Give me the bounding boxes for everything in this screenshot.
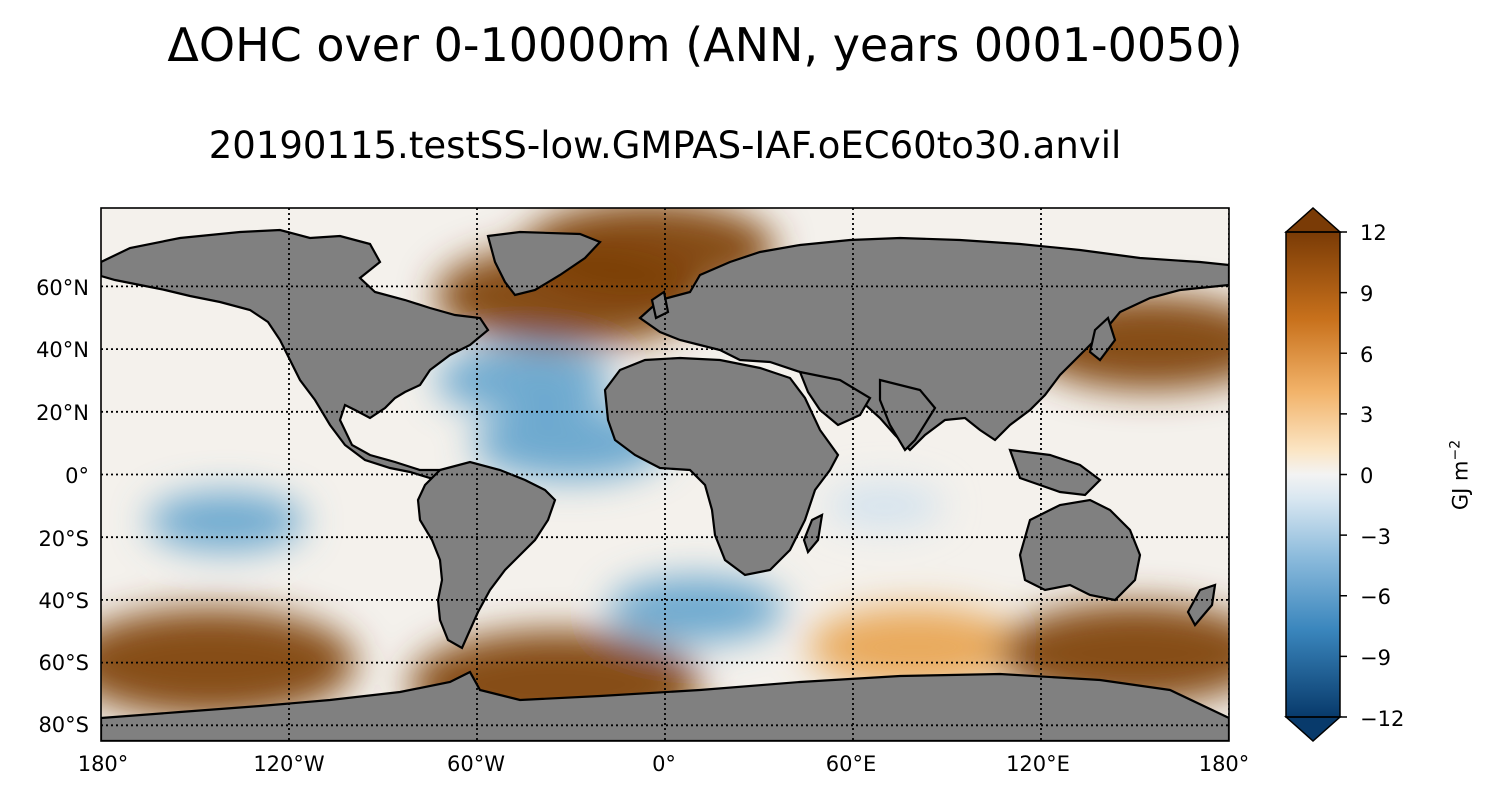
ohc-field bbox=[101, 208, 1229, 741]
lat-tick: 0° bbox=[65, 464, 89, 488]
uk bbox=[650, 290, 670, 320]
anomaly-region bbox=[825, 483, 944, 529]
lon-tick: 60°E bbox=[825, 752, 877, 776]
madagascar bbox=[802, 513, 824, 555]
lat-tick: 60°N bbox=[36, 276, 89, 300]
colorbar-tick: −9 bbox=[1360, 646, 1391, 670]
lon-tick: 120°E bbox=[1006, 752, 1070, 776]
new-zealand bbox=[1186, 583, 1217, 627]
anomaly-region bbox=[608, 576, 785, 643]
lon-tick: 60°W bbox=[447, 752, 505, 776]
australia bbox=[1018, 498, 1142, 602]
greenland bbox=[486, 230, 602, 297]
colorbar-extend-max bbox=[1284, 206, 1342, 233]
colorbar-gradient bbox=[1286, 232, 1340, 717]
anomaly-region bbox=[147, 492, 305, 551]
lon-tick: 120°W bbox=[253, 752, 325, 776]
antarctica bbox=[101, 670, 1229, 741]
lat-tick: 20°N bbox=[36, 401, 89, 425]
anomaly-region bbox=[436, 347, 612, 414]
lat-tick: 60°S bbox=[38, 651, 89, 675]
colorbar-extend-min bbox=[1284, 716, 1342, 743]
lon-tick: 180° bbox=[1198, 752, 1250, 776]
lon-tick: 180° bbox=[77, 752, 129, 776]
colorbar-tick: 6 bbox=[1360, 343, 1374, 367]
se-asia-islands bbox=[1008, 448, 1102, 497]
colorbar-unit-label: GJ m−2 bbox=[1447, 439, 1473, 511]
map-frame bbox=[100, 207, 1230, 742]
lat-tick: 40°N bbox=[36, 338, 89, 362]
india bbox=[878, 378, 937, 452]
colorbar-tick: −3 bbox=[1360, 525, 1391, 549]
lat-tick: 20°S bbox=[38, 527, 89, 551]
land-masses bbox=[101, 228, 1229, 741]
colorbar-tick: −6 bbox=[1360, 585, 1391, 609]
colorbar-tick: −12 bbox=[1360, 707, 1405, 731]
colorbar bbox=[1284, 206, 1347, 743]
figure-title: ΔOHC over 0-10000m (ANN, years 0001-0050… bbox=[167, 18, 1243, 72]
colorbar-tick: 9 bbox=[1360, 282, 1374, 306]
lat-tick: 40°S bbox=[38, 589, 89, 613]
gridlines bbox=[101, 208, 1229, 741]
lon-tick: 0° bbox=[652, 752, 676, 776]
figure-subtitle: 20190115.testSS-low.GMPAS-IAF.oEC60to30.… bbox=[208, 124, 1122, 167]
south-america bbox=[416, 460, 557, 650]
lat-tick: 80°S bbox=[38, 713, 89, 737]
colorbar-tick: 12 bbox=[1360, 221, 1387, 245]
anomaly-region bbox=[101, 608, 357, 718]
anomaly-region bbox=[808, 606, 1023, 688]
colorbar-tick: 3 bbox=[1360, 403, 1374, 427]
colorbar-tick: 0 bbox=[1360, 464, 1374, 488]
